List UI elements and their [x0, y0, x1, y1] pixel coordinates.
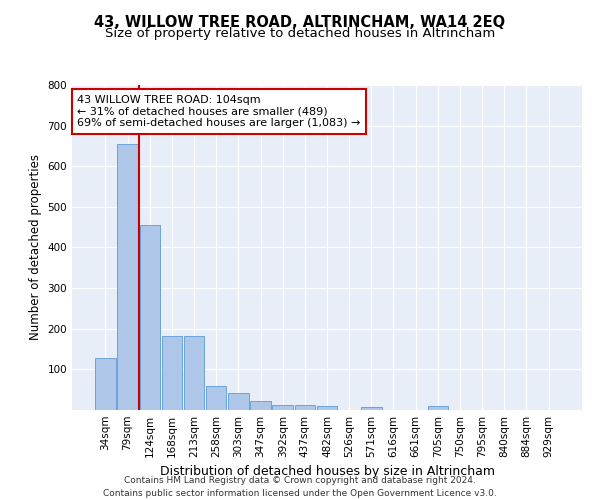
- Y-axis label: Number of detached properties: Number of detached properties: [29, 154, 42, 340]
- Bar: [184, 336, 204, 410]
- X-axis label: Distribution of detached houses by size in Altrincham: Distribution of detached houses by size …: [160, 466, 494, 478]
- Bar: [250, 401, 271, 410]
- Bar: [206, 386, 226, 410]
- Text: Size of property relative to detached houses in Altrincham: Size of property relative to detached ho…: [105, 28, 495, 40]
- Text: 43, WILLOW TREE ROAD, ALTRINCHAM, WA14 2EQ: 43, WILLOW TREE ROAD, ALTRINCHAM, WA14 2…: [94, 15, 506, 30]
- Bar: [361, 407, 382, 410]
- Bar: [317, 406, 337, 410]
- Bar: [161, 336, 182, 410]
- Text: Contains HM Land Registry data © Crown copyright and database right 2024.
Contai: Contains HM Land Registry data © Crown c…: [103, 476, 497, 498]
- Text: 43 WILLOW TREE ROAD: 104sqm
← 31% of detached houses are smaller (489)
69% of se: 43 WILLOW TREE ROAD: 104sqm ← 31% of det…: [77, 94, 361, 128]
- Bar: [140, 225, 160, 410]
- Bar: [272, 405, 293, 410]
- Bar: [118, 144, 138, 410]
- Bar: [428, 406, 448, 410]
- Bar: [228, 392, 248, 410]
- Bar: [95, 358, 116, 410]
- Bar: [295, 404, 315, 410]
